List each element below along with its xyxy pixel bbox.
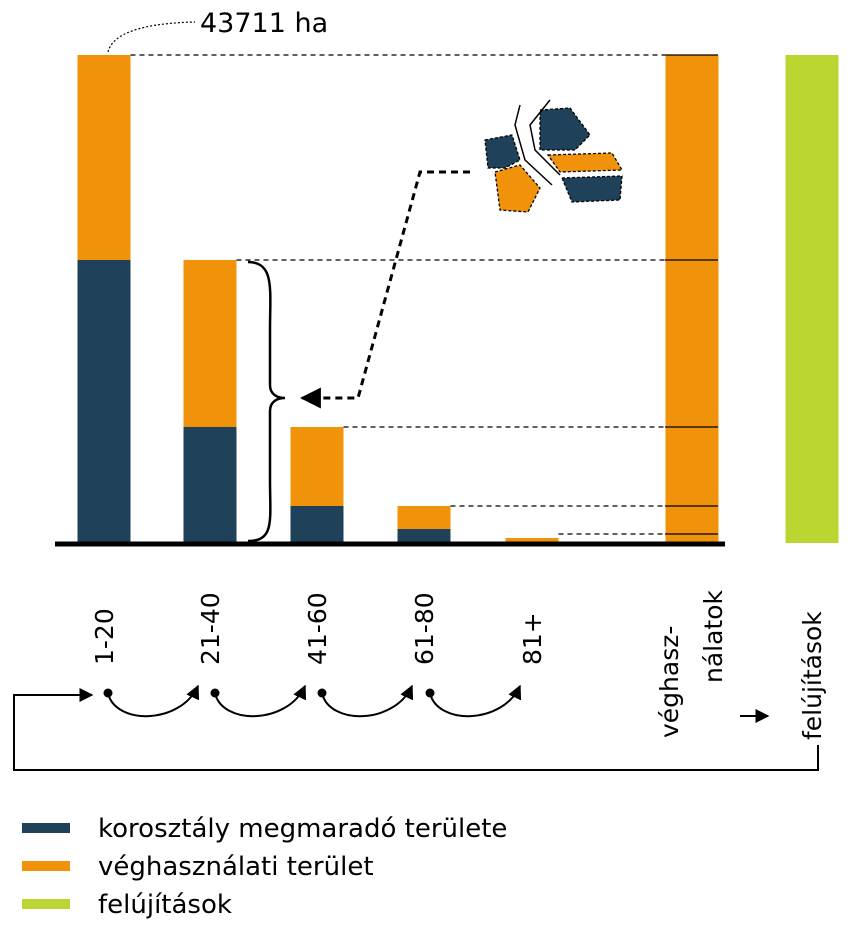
legend-text: korosztály megmaradó területe <box>98 814 507 844</box>
icon-divider <box>529 99 561 176</box>
bar-segment <box>505 537 559 543</box>
legend-swatch <box>22 899 70 909</box>
x-tick-label: 41-60 <box>303 592 332 665</box>
x-tick-label: 81+ <box>518 612 547 665</box>
bar-segment <box>785 55 839 543</box>
x-tick-label: 61-80 <box>410 592 439 665</box>
bar-segment <box>290 506 344 543</box>
x-tick-label: nálatok <box>699 589 728 683</box>
legend-swatch <box>22 823 70 833</box>
x-tick-label: felújítások <box>798 611 827 740</box>
bar-segment <box>397 506 451 530</box>
legend-swatch <box>22 861 70 871</box>
x-tick-label: véghasz- <box>655 626 684 738</box>
dashed-arrow <box>299 170 470 409</box>
legend-text: véghasználati terület <box>98 852 374 882</box>
transition-arrows <box>103 684 522 718</box>
loop-arrow <box>13 688 819 771</box>
bar-segment <box>77 259 131 543</box>
bar-segment <box>183 427 237 543</box>
x-tick-label: 21-40 <box>196 592 225 665</box>
forest-icon <box>484 107 624 213</box>
brace <box>247 260 286 543</box>
bar-segment <box>77 55 131 260</box>
x-tick-label: 1-20 <box>90 608 119 665</box>
leader-line <box>107 21 196 53</box>
bar-segment <box>290 427 344 507</box>
bar-segment <box>397 529 451 543</box>
icon-divider <box>514 104 553 186</box>
bar-segment <box>183 259 237 428</box>
total-annotation: 43711 ha <box>200 8 328 39</box>
legend-text: felújítások <box>98 890 232 920</box>
bar-segment <box>665 55 719 543</box>
